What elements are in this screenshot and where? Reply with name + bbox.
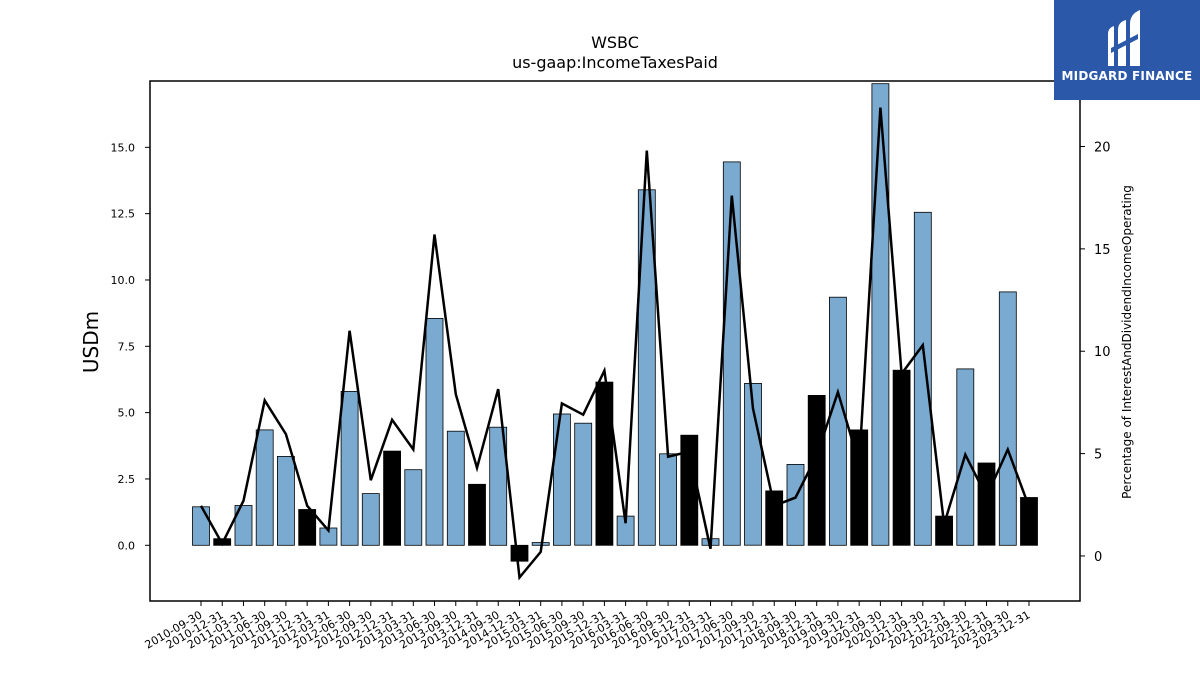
bar	[659, 453, 677, 546]
y-axis-label-left: USDm	[79, 311, 103, 373]
chart-title: WSBC	[591, 33, 639, 52]
bar	[255, 429, 274, 546]
bar	[489, 426, 508, 546]
y-tick-label-right: 10	[1094, 345, 1111, 360]
chart-subtitle: us-gaap:IncomeTaxesPaid	[512, 53, 718, 72]
plot-frame	[149, 80, 1081, 602]
y-tick-label-right: 5	[1094, 448, 1102, 463]
y-tick-label-left: 10.0	[111, 274, 136, 287]
bar	[404, 469, 423, 546]
bar	[468, 483, 486, 546]
bar	[637, 189, 656, 546]
y-tick-label-left: 2.5	[118, 473, 136, 486]
bar	[276, 455, 295, 546]
y-tick-label-left: 7.5	[118, 340, 136, 353]
bar	[340, 390, 359, 546]
bar	[574, 422, 593, 546]
bar	[807, 394, 826, 546]
bar	[234, 505, 253, 546]
bar	[553, 413, 571, 546]
brand-logo: MIDGARD FINANCE	[1054, 0, 1200, 100]
y-tick-label-left: 15.0	[111, 141, 136, 154]
bar	[595, 381, 614, 546]
line-series	[199, 107, 1031, 581]
y-tick-label-right: 15	[1094, 243, 1111, 258]
bar	[1020, 497, 1038, 546]
y-tick-label-right: 0	[1094, 550, 1102, 565]
y-tick-label-left: 0.0	[118, 539, 136, 552]
bar	[361, 493, 380, 546]
bar	[850, 429, 869, 546]
bar	[383, 450, 402, 546]
bar	[998, 291, 1017, 546]
y-tick-label-left: 5.0	[118, 407, 136, 420]
bar	[765, 490, 784, 546]
y-tick-label-left: 12.5	[111, 208, 136, 221]
bar	[298, 509, 317, 546]
bar	[425, 317, 444, 546]
bar	[871, 83, 890, 546]
bar	[829, 296, 847, 546]
bar	[977, 462, 996, 546]
y-tick-label-right: 20	[1094, 141, 1111, 156]
bar	[892, 369, 911, 546]
midgard-logo-icon	[1108, 10, 1140, 66]
bar	[722, 161, 741, 546]
bar	[913, 211, 932, 546]
bar	[192, 506, 210, 546]
y-axis-label-right: Percentage of InterestAndDividendIncomeO…	[1120, 185, 1134, 499]
bar	[786, 463, 805, 546]
bar	[446, 430, 465, 546]
bar	[510, 544, 529, 562]
brand-logo-text: MIDGARD FINANCE	[1061, 69, 1193, 83]
